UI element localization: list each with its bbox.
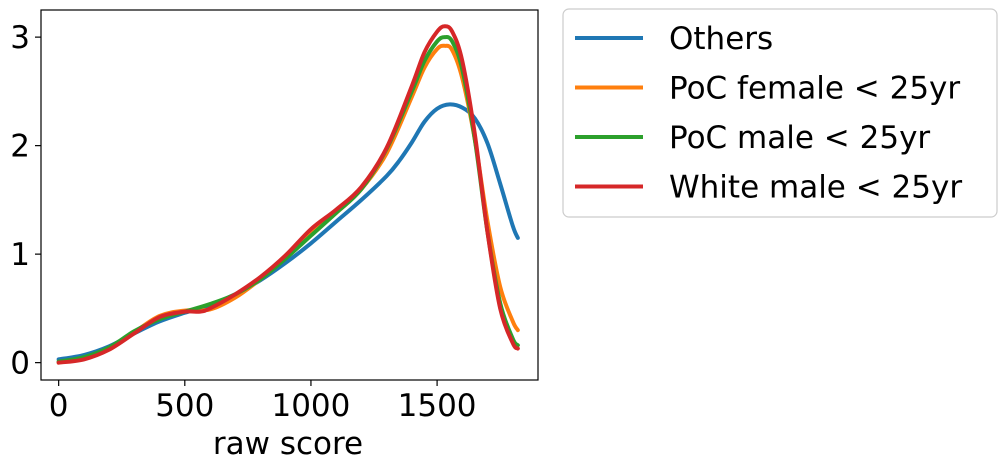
y-tick-label: 1 <box>10 237 30 273</box>
legend-label: PoC male < 25yr <box>669 120 930 156</box>
series-line-3 <box>56 35 520 364</box>
legend: Others PoC female < 25yr PoC male < 25yr Wh… <box>562 8 998 218</box>
x-tick-label: 1000 <box>271 388 350 424</box>
legend-label: Others <box>669 21 773 57</box>
axes-frame <box>40 9 539 381</box>
x-tick-label: 500 <box>155 388 214 424</box>
x-tick-label: 0 <box>49 388 69 424</box>
series-line-1 <box>56 102 520 362</box>
y-tick-label: 3 <box>10 20 30 56</box>
plot-area <box>56 24 520 365</box>
y-tick-label: 0 <box>10 346 30 382</box>
x-axis-label: raw score <box>213 426 363 462</box>
x-tick-label: 1500 <box>398 388 477 424</box>
series-line-4 <box>56 24 520 365</box>
legend-label: PoC female < 25yr <box>669 71 960 107</box>
y-tick-label: 2 <box>10 129 30 165</box>
axes: 0 500 1000 1500 0 1 2 3 <box>10 9 539 424</box>
legend-label: White male < 25yr <box>669 170 962 206</box>
series-line-2 <box>56 43 520 365</box>
legend-box <box>562 8 998 218</box>
